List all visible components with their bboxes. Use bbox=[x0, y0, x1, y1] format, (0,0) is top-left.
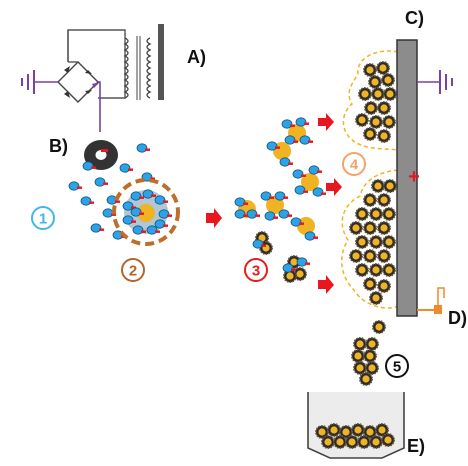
arrow-icon bbox=[206, 208, 222, 228]
label-b: B) bbox=[49, 136, 68, 156]
arrow-icon bbox=[318, 113, 342, 294]
step-5-marker: 5 bbox=[385, 354, 409, 378]
svg-text:1: 1 bbox=[39, 211, 47, 228]
falling-particles bbox=[350, 319, 387, 387]
svg-text:2: 2 bbox=[129, 263, 137, 280]
plus-sign-icon: + bbox=[408, 166, 420, 188]
label-c: C) bbox=[405, 8, 424, 28]
transformer-icon bbox=[123, 24, 164, 100]
diode-bridge-icon bbox=[57, 61, 99, 103]
step-3-marker: 3 bbox=[244, 258, 268, 282]
step-1-marker: 1 bbox=[31, 206, 55, 230]
ground-icon bbox=[439, 70, 453, 94]
label-d: D) bbox=[448, 308, 467, 328]
power-supply-circuit bbox=[21, 24, 164, 132]
growing-clusters bbox=[234, 117, 327, 284]
deposit-layer bbox=[341, 50, 399, 309]
ring-electrode-icon bbox=[84, 140, 118, 170]
svg-text:5: 5 bbox=[393, 359, 401, 376]
svg-text:4: 4 bbox=[350, 157, 359, 174]
label-a: A) bbox=[187, 47, 206, 67]
ground-icon bbox=[21, 70, 35, 94]
svg-text:3: 3 bbox=[252, 263, 260, 280]
label-e: E) bbox=[407, 436, 425, 456]
step-2-marker: 2 bbox=[121, 258, 145, 282]
collector-electrode: + bbox=[396, 39, 453, 317]
step-4-marker: 4 bbox=[342, 152, 366, 176]
cluster-formation bbox=[112, 178, 180, 246]
probe-icon bbox=[417, 287, 445, 314]
collection-cuvette bbox=[307, 392, 405, 459]
